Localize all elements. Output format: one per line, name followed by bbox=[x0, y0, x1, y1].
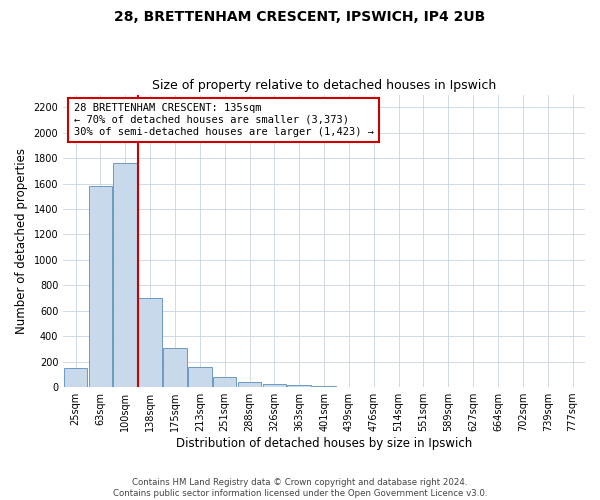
Bar bbox=[238, 382, 262, 387]
Bar bbox=[312, 386, 336, 387]
Text: 28, BRETTENHAM CRESCENT, IPSWICH, IP4 2UB: 28, BRETTENHAM CRESCENT, IPSWICH, IP4 2U… bbox=[115, 10, 485, 24]
X-axis label: Distribution of detached houses by size in Ipswich: Distribution of detached houses by size … bbox=[176, 437, 472, 450]
Bar bbox=[263, 384, 286, 387]
Y-axis label: Number of detached properties: Number of detached properties bbox=[15, 148, 28, 334]
Title: Size of property relative to detached houses in Ipswich: Size of property relative to detached ho… bbox=[152, 79, 496, 92]
Bar bbox=[113, 163, 137, 387]
Bar bbox=[213, 377, 236, 387]
Bar bbox=[64, 368, 88, 387]
Bar bbox=[287, 385, 311, 387]
Text: 28 BRETTENHAM CRESCENT: 135sqm
← 70% of detached houses are smaller (3,373)
30% : 28 BRETTENHAM CRESCENT: 135sqm ← 70% of … bbox=[74, 104, 374, 136]
Text: Contains HM Land Registry data © Crown copyright and database right 2024.
Contai: Contains HM Land Registry data © Crown c… bbox=[113, 478, 487, 498]
Bar bbox=[139, 298, 162, 387]
Bar bbox=[89, 186, 112, 387]
Bar bbox=[163, 348, 187, 387]
Bar bbox=[188, 368, 212, 387]
